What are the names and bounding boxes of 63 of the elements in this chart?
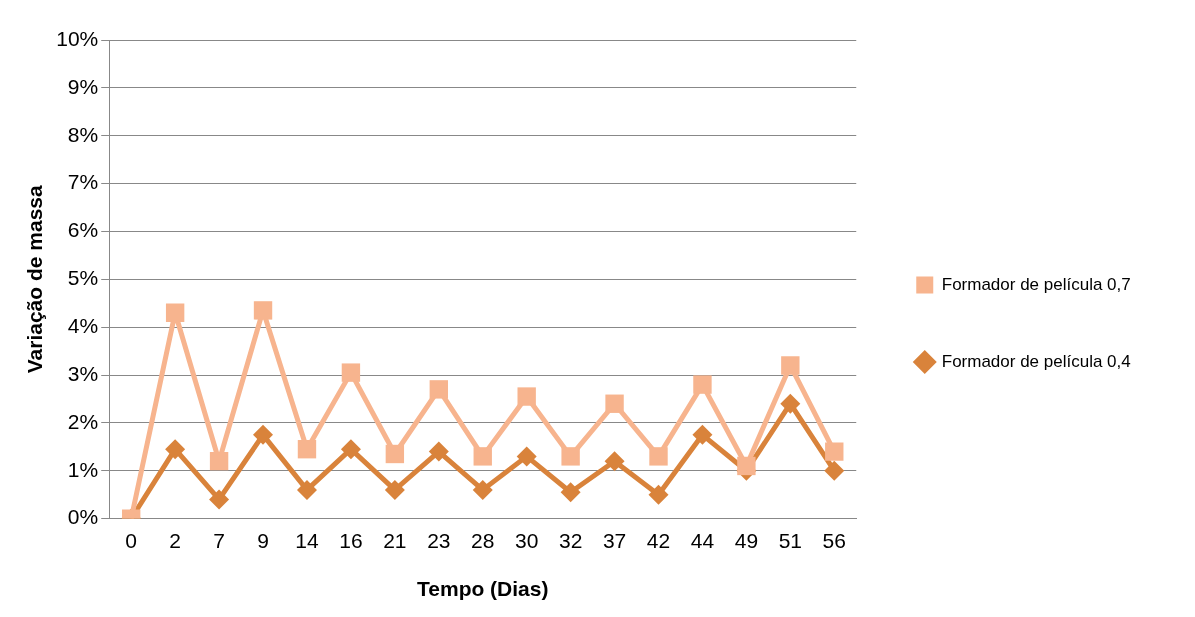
y-tick-label: 4% <box>67 313 99 337</box>
point <box>561 447 580 466</box>
point <box>693 375 712 394</box>
point <box>297 440 317 459</box>
point <box>253 301 273 320</box>
point <box>428 441 449 462</box>
x-tick-label: 7 <box>213 529 225 552</box>
y-tick-label: 6% <box>67 218 99 242</box>
y-tick-label: 3% <box>67 361 99 385</box>
x-tick-label: 21 <box>383 529 407 552</box>
x-tick-label: 2 <box>169 529 181 552</box>
point <box>341 363 361 382</box>
point <box>516 446 537 467</box>
y-tick-label: 2% <box>67 409 99 433</box>
point <box>253 424 274 445</box>
x-tick-label: 16 <box>339 529 363 552</box>
x-axis-title: Tempo (Dias) <box>417 577 549 601</box>
x-tick-label: 51 <box>778 529 803 552</box>
point <box>296 479 317 500</box>
point <box>692 424 713 445</box>
point <box>385 444 405 464</box>
point <box>781 356 800 375</box>
point <box>429 380 448 399</box>
x-tick-label: 56 <box>822 529 846 552</box>
x-tick-label: 28 <box>471 529 495 552</box>
point <box>604 451 625 472</box>
point <box>472 479 493 500</box>
point <box>473 447 492 466</box>
x-tick-label: 42 <box>646 529 671 552</box>
point <box>517 387 536 406</box>
y-axis-title: Variação de massa <box>23 185 47 374</box>
legend-label: Formador de película 0,7 <box>941 274 1131 294</box>
point <box>560 482 581 503</box>
y-tick-label: 8% <box>67 122 99 146</box>
point <box>825 442 844 461</box>
x-tick-label: 14 <box>295 529 319 552</box>
point <box>209 451 229 471</box>
x-tick-label: 49 <box>734 529 759 552</box>
point <box>648 484 669 505</box>
x-tick-label: 9 <box>257 529 269 552</box>
point <box>209 489 230 510</box>
point <box>165 303 185 322</box>
y-tick-label: 7% <box>67 170 99 194</box>
y-tick-label: 9% <box>67 74 99 98</box>
x-tick-label: 30 <box>515 529 539 552</box>
y-tick-label: 1% <box>67 457 99 481</box>
point <box>737 456 756 476</box>
point <box>340 439 361 460</box>
point <box>165 439 186 460</box>
x-tick-label: 37 <box>602 529 627 552</box>
legend-label: Formador de película 0,4 <box>941 351 1131 371</box>
x-tick-label: 0 <box>125 529 138 552</box>
point <box>824 460 845 481</box>
point <box>605 394 624 413</box>
point <box>384 479 405 500</box>
point <box>780 393 801 414</box>
point <box>649 447 668 466</box>
x-tick-label: 44 <box>690 529 715 552</box>
y-tick-label: 5% <box>67 266 99 290</box>
y-tick-label: 0% <box>67 505 99 529</box>
y-tick-label: 10% <box>56 26 99 50</box>
x-tick-label: 32 <box>558 529 583 552</box>
x-tick-label: 23 <box>427 529 451 552</box>
